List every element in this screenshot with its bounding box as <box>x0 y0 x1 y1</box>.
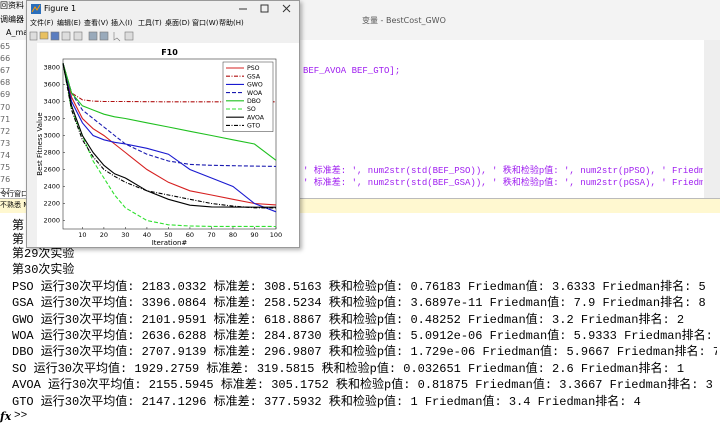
output-line: GWO 运行30次平均值: 2101.9591 标准差: 618.8867 秩和… <box>12 312 685 327</box>
y-tick-label: 2400 <box>43 183 60 191</box>
output-line: GTO 运行30次平均值: 2147.1296 标准差: 377.5932 秩和… <box>12 394 641 409</box>
y-tick-label: 2000 <box>43 217 60 225</box>
x-tick-label: 30 <box>121 231 129 239</box>
menu-bar: 文件(F) 编辑(E) 查看(V) 插入(I) 工具(T) 桌面(D) 窗口(W) 帮助(H) <box>30 18 299 29</box>
figure-icon <box>31 4 41 14</box>
menu-item[interactable]: 工具(T) <box>138 19 162 27</box>
output-line: 第30次实验 <box>12 263 75 278</box>
scrollbar <box>704 40 720 198</box>
series-line <box>62 63 277 213</box>
x-tick-label: 40 <box>143 231 151 239</box>
y-tick-label: 3400 <box>43 98 60 106</box>
line-number: 74 <box>0 150 11 160</box>
output-line: 第 <box>12 219 25 233</box>
code-line: BEF_AVOA BEF_GTO]; <box>303 66 401 77</box>
chart-title: F10 <box>161 48 178 57</box>
legend-label: GWO <box>247 82 263 89</box>
legend-label: AVOA <box>247 114 265 121</box>
line-number: 67 <box>0 66 11 76</box>
y-tick-label: 3800 <box>43 64 60 72</box>
line-number: 75 <box>0 163 11 172</box>
line-number: 70 <box>0 102 11 112</box>
sidebar-label: 调编器 <box>0 15 24 24</box>
figure-title: Figure 1 <box>44 4 77 13</box>
x-tick-label: 80 <box>229 231 237 239</box>
figure-window: Figure 1 文件(F) 编辑(E) 查看(V) 插入(I) 工具(T) 桌面(D) 窗… <box>26 0 300 248</box>
sidebar-label: 令行窗口 <box>0 190 28 198</box>
output-line: SO 运行30次平均值: 1929.2759 标准差: 319.5815 秩和检… <box>12 361 685 376</box>
y-tick-label: 3000 <box>43 132 60 140</box>
y-tick-label: 2200 <box>43 200 60 208</box>
menu-item[interactable]: 插入(I) <box>111 19 133 27</box>
y-tick-label: 2800 <box>43 149 60 157</box>
sidebar-label: A_ma <box>6 28 29 37</box>
menu-item[interactable]: 帮助(H) <box>219 19 244 27</box>
line-number: 72 <box>0 126 11 136</box>
line-number: 65 <box>0 42 11 51</box>
x-tick-label: 60 <box>186 231 194 239</box>
line-number: 66 <box>0 54 11 64</box>
y-tick-label: 3200 <box>43 115 60 123</box>
sidebar-label: 回资料 <box>0 1 24 10</box>
output-line: DBO 运行30次平均值: 2707.9139 标准差: 296.9807 秩和… <box>12 345 717 360</box>
series-line <box>62 63 276 103</box>
menu-item[interactable]: 编辑(E) <box>57 19 81 27</box>
line-number: 73 <box>0 138 11 148</box>
fx-icon: fx <box>0 410 12 423</box>
x-axis-label: Iteration# <box>152 239 188 247</box>
code-line: ' 标准差: ', num2str(std(BEF_GSA)), ' 秩和检验p… <box>303 178 703 189</box>
output-line: PSO 运行30次平均值: 2183.0332 标准差: 308.5163 秩和… <box>12 279 706 294</box>
y-axis-label: Best Fitness Value <box>36 112 44 175</box>
series-line <box>62 63 277 161</box>
line-number: 68 <box>0 78 11 88</box>
x-tick-label: 90 <box>250 231 258 239</box>
x-tick-label: 10 <box>78 231 86 239</box>
output-line: AVOA 运行30次平均值: 2155.5945 标准差: 305.1752 秩… <box>12 378 713 393</box>
menu-item[interactable]: 查看(V) <box>84 19 109 27</box>
x-tick-label: 20 <box>100 231 108 239</box>
output-line: GSA 运行30次平均值: 3396.0864 标准差: 258.5234 秩和… <box>12 296 706 311</box>
toolbar[interactable] <box>29 30 159 42</box>
variable-tab[interactable]: 变量 - BestCost_GWO <box>362 16 446 25</box>
series-line <box>62 63 277 206</box>
x-tick-label: 100 <box>270 231 282 239</box>
line-number: 69 <box>0 90 11 100</box>
output-line: 第29次实验 <box>12 247 75 261</box>
output-line: WOA 运行30次平均值: 2636.6288 标准差: 284.8730 秩和… <box>12 329 717 343</box>
series-line <box>62 63 277 167</box>
series-line <box>62 63 277 209</box>
prompt: >> <box>14 410 28 422</box>
legend-label: SO <box>247 106 256 113</box>
legend-box <box>222 61 274 132</box>
x-tick-label: 50 <box>164 231 172 239</box>
menu-item[interactable]: 桌面(D) <box>165 19 190 27</box>
window-controls[interactable] <box>233 3 299 15</box>
output-line: 第 <box>12 233 25 247</box>
legend-label: GTO <box>247 123 260 130</box>
legend-label: PSO <box>247 65 260 72</box>
menu-item[interactable]: 窗口(W) <box>192 19 219 27</box>
x-tick-label: 70 <box>207 231 215 239</box>
line-number: 77 <box>0 187 11 197</box>
line-number: 71 <box>0 114 11 124</box>
series-line <box>62 63 277 228</box>
legend-label: GSA <box>247 73 261 80</box>
line-number: 76 <box>0 175 11 185</box>
legend-label: DBO <box>247 98 261 105</box>
code-line: ' 标准差: ', num2str(std(BEF_PSO)), ' 秩和检验p… <box>303 166 703 176</box>
y-tick-label: 2600 <box>43 166 60 174</box>
menu-item[interactable]: 文件(F) <box>30 19 54 27</box>
y-tick-label: 3600 <box>43 81 60 89</box>
legend-label: WOA <box>247 90 263 97</box>
series-line <box>62 63 276 208</box>
chart: F10 Iteration# Best Fitness Value 10 20 30 40 5… <box>36 43 299 247</box>
